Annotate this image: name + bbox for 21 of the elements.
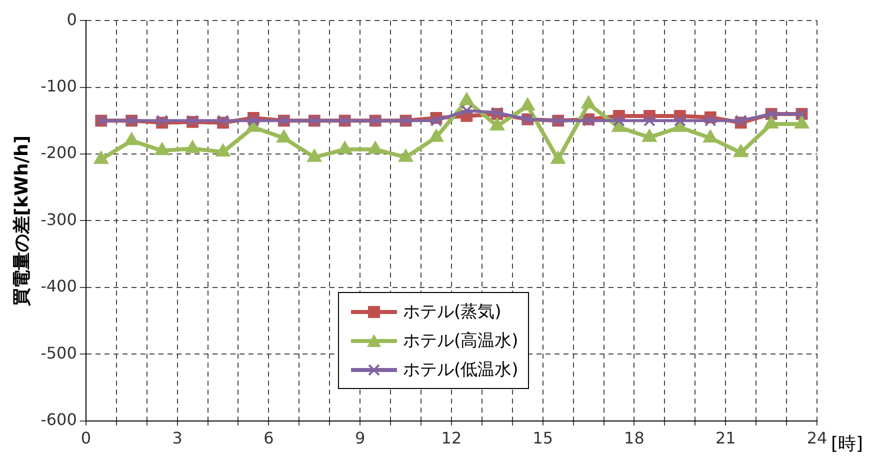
x-tick-label: 9 — [354, 428, 366, 448]
legend-label: ホテル(蒸気) — [403, 301, 502, 323]
x-tick-label: 21 — [715, 428, 736, 448]
y-tick-label: 0 — [66, 10, 77, 29]
y-tick-label: -300 — [40, 210, 77, 229]
y-tick-label: -100 — [40, 76, 77, 96]
x-tick-label: 6 — [264, 428, 274, 448]
legend-label: ホテル(低温水) — [403, 359, 518, 381]
y-tick-label: -600 — [40, 410, 77, 429]
legend-label: ホテル(高温水) — [403, 330, 518, 352]
x-tick-label: 12 — [441, 428, 462, 448]
y-axis-title: 買電量の差[kWh/h] — [11, 135, 32, 307]
x-tick-label: 0 — [80, 428, 92, 448]
y-tick-label: -500 — [40, 343, 77, 362]
x-tick-label: 15 — [532, 428, 554, 448]
x-tick-label: 3 — [172, 428, 182, 448]
x-axis-title: [時] — [831, 433, 864, 454]
x-tick-label: 18 — [624, 428, 644, 448]
y-tick-label: -400 — [40, 276, 77, 296]
y-tick-label: -200 — [40, 143, 77, 162]
x-tick-label: 24 — [806, 428, 828, 448]
